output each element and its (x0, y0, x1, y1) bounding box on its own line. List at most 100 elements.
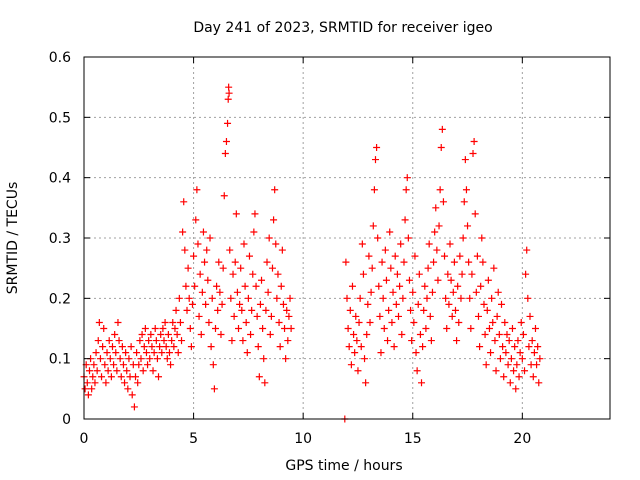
data-point (502, 349, 510, 357)
data-point (84, 391, 92, 399)
data-point (459, 234, 467, 242)
data-point (119, 361, 127, 369)
data-point (381, 246, 389, 254)
data-point (272, 240, 280, 248)
data-point (384, 337, 392, 345)
data-point (186, 325, 194, 332)
data-point (448, 312, 456, 320)
data-point (446, 240, 454, 248)
data-point (499, 343, 507, 351)
data-point (281, 325, 289, 332)
data-points (80, 83, 544, 423)
data-point (451, 306, 459, 314)
data-point (373, 144, 381, 151)
data-point (243, 349, 251, 357)
data-point (526, 312, 534, 320)
data-point (445, 300, 453, 308)
data-point (476, 343, 484, 351)
data-point (450, 258, 458, 266)
data-point (90, 361, 98, 369)
data-point (531, 325, 539, 332)
data-point (519, 331, 527, 339)
data-point (274, 270, 282, 278)
data-point (149, 367, 157, 375)
data-point (364, 300, 372, 308)
y-tick-label: 0.6 (49, 50, 71, 66)
data-point (353, 337, 361, 345)
data-point (415, 270, 423, 278)
data-point (521, 367, 529, 375)
data-point (193, 186, 201, 194)
data-point (359, 270, 367, 278)
data-point (454, 282, 462, 290)
x-tick-label: 10 (294, 431, 312, 447)
data-point (145, 337, 153, 345)
data-point (471, 210, 479, 218)
data-point (203, 246, 211, 254)
data-point (201, 258, 209, 266)
data-point (470, 137, 478, 145)
data-point (159, 325, 167, 332)
data-point (523, 246, 531, 254)
data-point (361, 355, 369, 363)
data-point (147, 331, 155, 339)
data-point (462, 186, 470, 194)
data-point (483, 306, 491, 314)
data-point (275, 318, 283, 326)
data-point (142, 349, 150, 357)
data-point (488, 294, 496, 302)
data-point (237, 264, 245, 272)
data-point (134, 379, 142, 387)
data-point (217, 331, 225, 339)
data-point (481, 331, 489, 339)
data-point (487, 349, 495, 357)
data-point (222, 137, 230, 145)
data-point (232, 210, 240, 218)
data-point (93, 367, 101, 375)
data-point (345, 343, 353, 351)
data-point (106, 355, 114, 363)
data-point (355, 318, 363, 326)
data-point (480, 300, 488, 308)
data-point (117, 373, 125, 381)
data-point (460, 198, 468, 206)
data-point (135, 361, 143, 369)
data-point (365, 252, 373, 260)
data-point (536, 355, 544, 363)
data-point (270, 216, 278, 224)
data-point (513, 361, 521, 369)
data-point (524, 294, 532, 302)
data-point (423, 294, 431, 302)
data-point (436, 186, 444, 194)
data-point (395, 312, 403, 320)
data-point (382, 276, 390, 284)
data-point (168, 337, 176, 345)
data-point (180, 198, 188, 206)
data-point (465, 258, 473, 266)
data-point (183, 306, 191, 314)
data-point (525, 343, 533, 351)
data-point (392, 300, 400, 308)
data-point (173, 331, 181, 339)
data-point (449, 288, 457, 296)
data-point (505, 337, 513, 345)
data-point (139, 367, 147, 375)
data-point (88, 385, 96, 393)
data-point (405, 276, 413, 284)
data-point (112, 349, 120, 357)
data-point (467, 325, 475, 332)
data-point (350, 331, 358, 339)
data-point (194, 240, 202, 248)
data-point (190, 252, 198, 260)
data-point (508, 325, 516, 332)
y-tick-label: 0 (62, 412, 71, 428)
data-point (96, 355, 104, 363)
data-point (260, 355, 268, 363)
data-point (277, 282, 285, 290)
data-point (231, 258, 239, 266)
data-point (357, 343, 365, 351)
data-point (528, 337, 536, 345)
data-point (103, 349, 111, 357)
data-point (140, 343, 148, 351)
